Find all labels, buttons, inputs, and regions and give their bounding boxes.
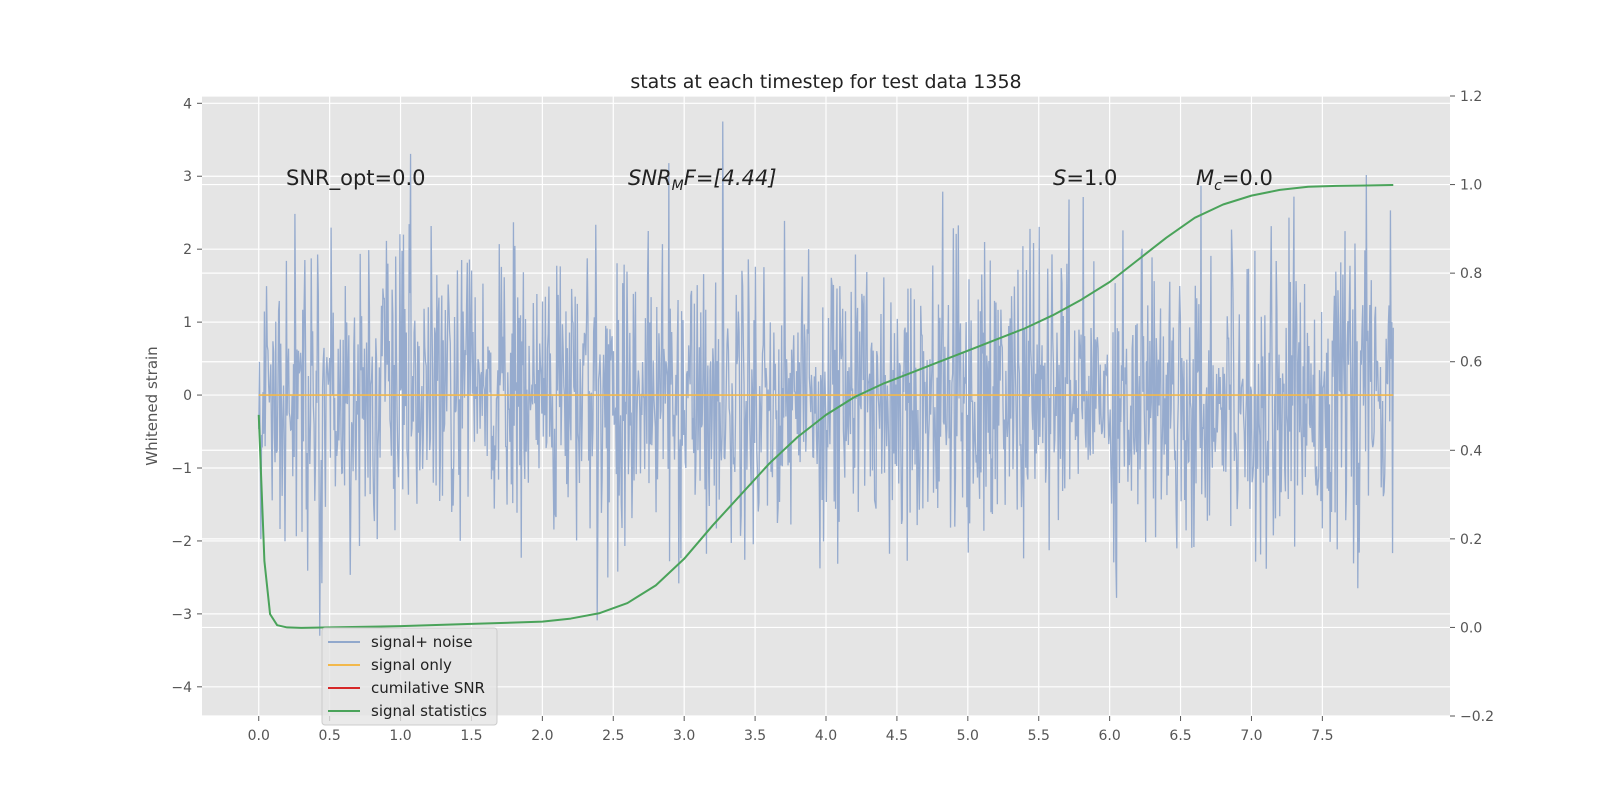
annotation-snr-mf-tail-f: F=[4.44] [684, 166, 777, 190]
x-tick-label: 2.0 [531, 728, 553, 744]
annotation-mc-sub: c [1214, 178, 1222, 194]
x-tick-label: 4.5 [886, 728, 908, 744]
y-tick-label: 3 [183, 169, 192, 185]
legend-label-cumulative-snr: cumilative SNR [371, 679, 485, 697]
series-signal-statistics-line [257, 184, 1394, 629]
x-tick-label: 2.5 [602, 728, 624, 744]
annotation-mc-main: M [1196, 166, 1214, 190]
x-tick-label: 5.5 [1028, 728, 1050, 744]
y2-tick-label: 0.6 [1460, 355, 1482, 371]
x-tick-label: 1.5 [460, 728, 482, 744]
legend: signal+ noise signal only cumilative SNR… [321, 627, 498, 726]
y2-tick-label: −0.2 [1460, 709, 1494, 725]
x-tick-label: 6.5 [1169, 728, 1191, 744]
y-tick-label: 0 [183, 388, 192, 404]
annotation-mc-tail: =0.0 [1222, 166, 1273, 190]
y2-tick-label: 0.2 [1460, 532, 1482, 548]
ticks: 0.0 0.5 1.0 1.5 2.0 2.5 3.0 3.5 4.0 4.5 5.0 5.5 6.0 6… [171, 89, 1494, 744]
x-tick-label: 4.0 [815, 728, 837, 744]
y-tick-label: −2 [171, 534, 192, 550]
x-tick-label: 1.0 [389, 728, 411, 744]
x-tick-label: 5.0 [957, 728, 979, 744]
y-tick-label: 4 [183, 96, 192, 112]
legend-label-signal-statistics: signal statistics [371, 702, 487, 720]
y-tick-label: −4 [171, 680, 192, 696]
annotation-s: S=1.0 [1053, 166, 1117, 190]
y-tick-label: −3 [171, 607, 192, 623]
annotation-snr-opt: SNR_opt=0.0 [286, 166, 426, 191]
annotation-s-tail: =1.0 [1066, 166, 1117, 190]
chart-title: stats at each timestep for test data 135… [630, 71, 1021, 93]
legend-label-signal-noise: signal+ noise [371, 633, 473, 651]
x-tick-label: 3.5 [744, 728, 766, 744]
x-tick-label: 6.0 [1099, 728, 1121, 744]
x-tick-label: 3.0 [673, 728, 695, 744]
annotation-s-main: S [1053, 166, 1066, 190]
annotation-snr-mf-sub: M [672, 178, 684, 194]
y-tick-label: −1 [171, 461, 192, 477]
annotation-snr-mf: SNRMF=[4.44] [628, 166, 777, 194]
x-tick-label: 0.0 [248, 728, 270, 744]
y-axis-label: Whitened strain [143, 346, 161, 465]
series-layer [257, 121, 1394, 636]
y2-tick-label: 1.0 [1460, 178, 1482, 194]
y-tick-label: 1 [183, 315, 192, 331]
y2-tick-label: 0.8 [1460, 266, 1482, 282]
series-signal-noise-line [258, 121, 1394, 636]
y2-tick-label: 1.2 [1460, 89, 1482, 105]
x-tick-label: 7.5 [1311, 728, 1333, 744]
y-tick-label: 2 [183, 242, 192, 258]
y2-tick-label: 0.0 [1460, 620, 1482, 636]
annotation-snr-mf-main: SNR [628, 166, 672, 190]
legend-box [321, 627, 498, 726]
y2-tick-label: 0.4 [1460, 443, 1482, 459]
annotation-mc: Mc=0.0 [1196, 166, 1273, 194]
x-tick-label: 7.0 [1240, 728, 1262, 744]
legend-label-signal-only: signal only [371, 656, 452, 674]
x-tick-label: 0.5 [319, 728, 341, 744]
